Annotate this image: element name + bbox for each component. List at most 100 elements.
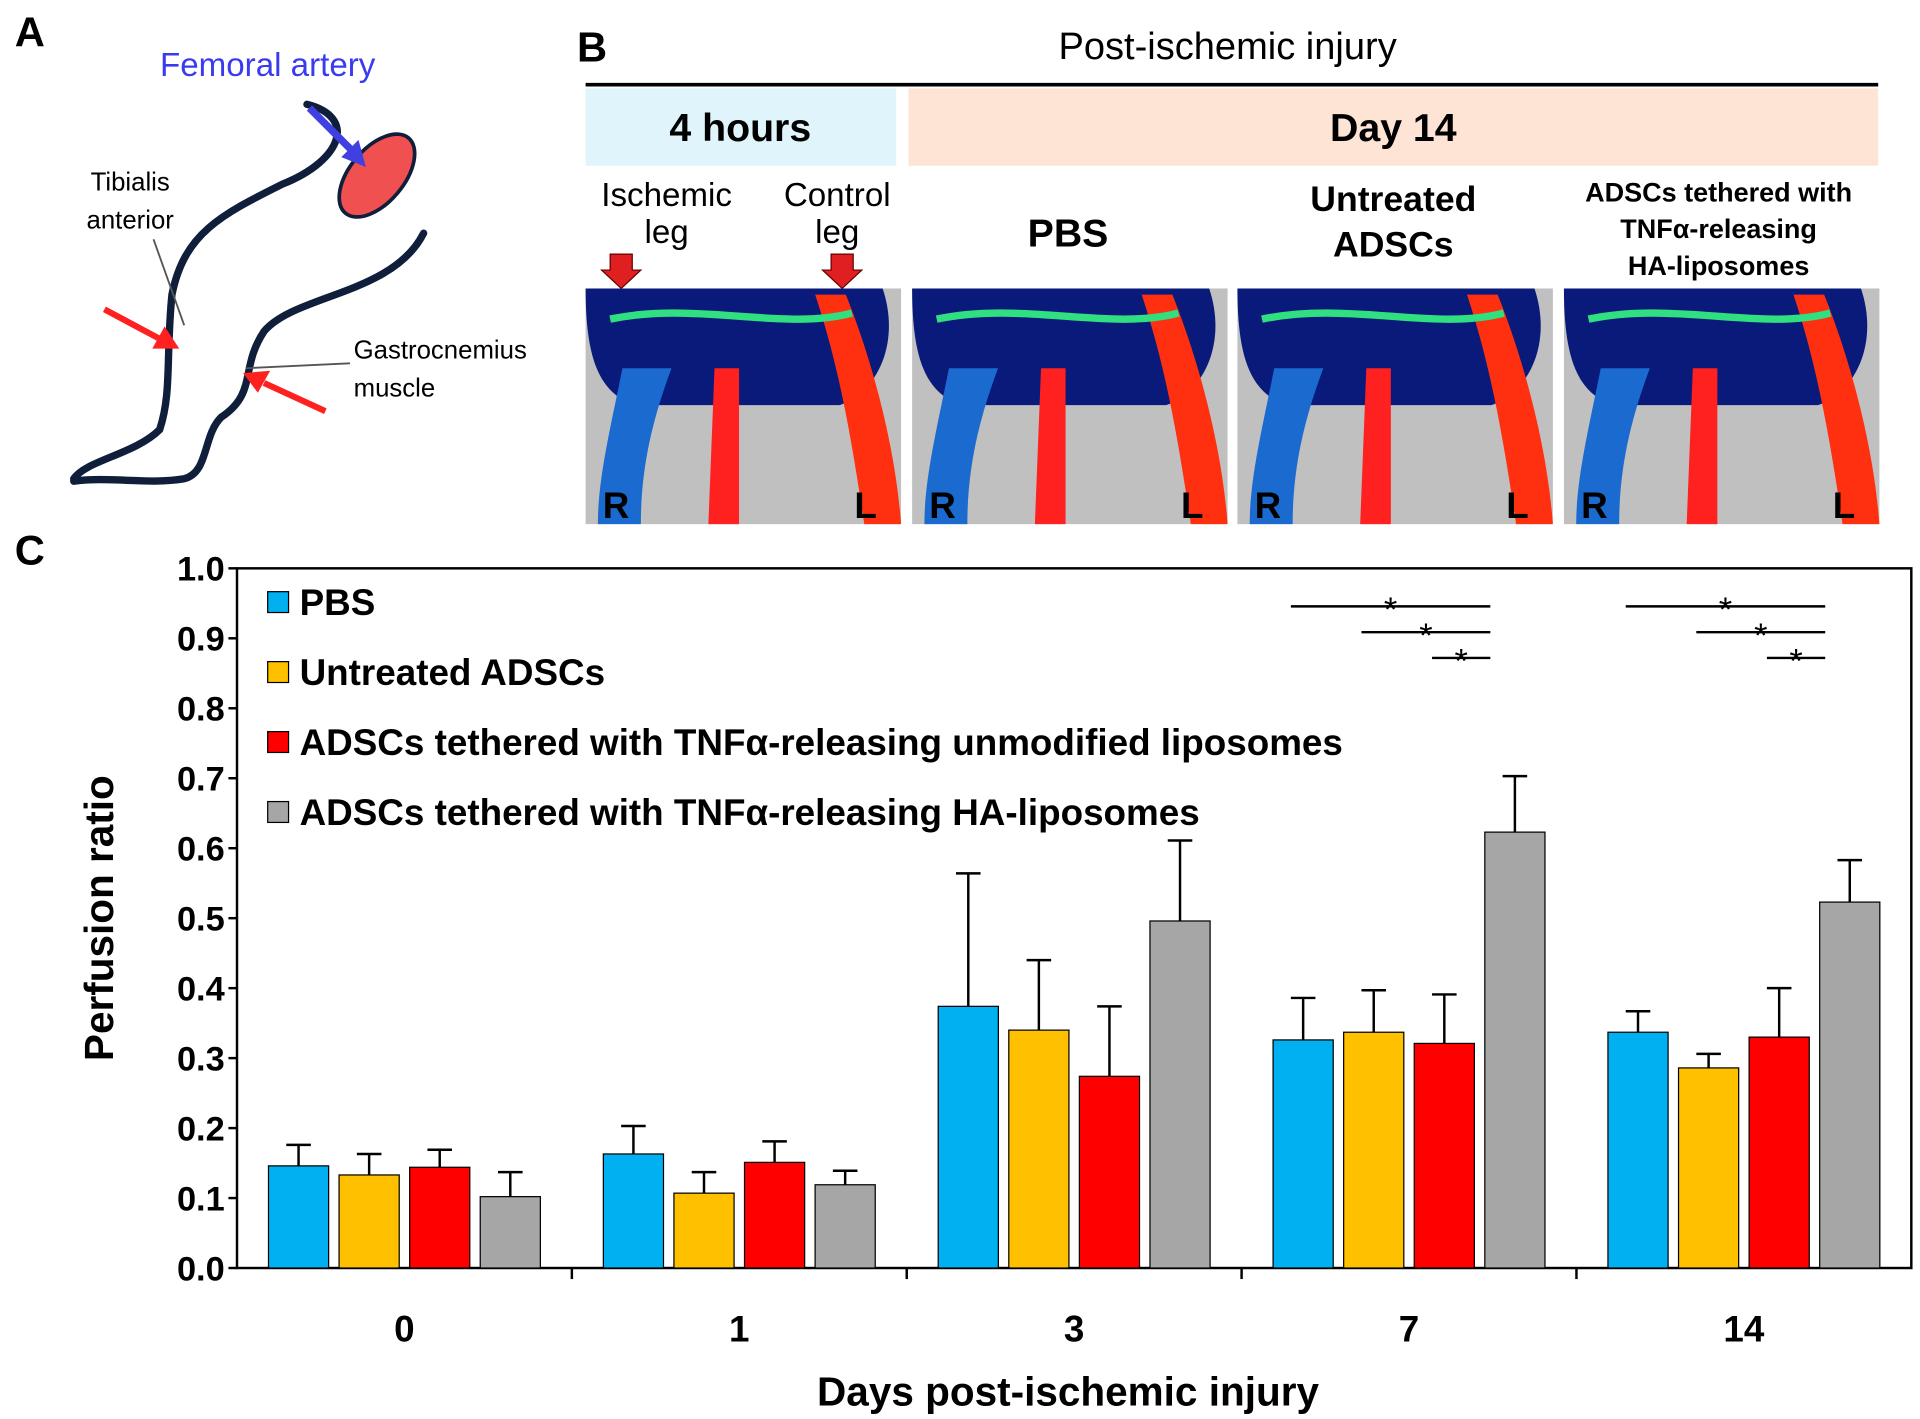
arrow xyxy=(102,306,162,342)
bar xyxy=(814,1184,876,1269)
side-label: R xyxy=(929,485,956,526)
x-tick-label: 14 xyxy=(1723,1309,1764,1350)
bar xyxy=(267,1165,330,1269)
panel-label: A xyxy=(15,9,45,56)
timepoint-box xyxy=(585,88,897,166)
arrowhead xyxy=(152,326,180,349)
side-label: L xyxy=(1833,485,1856,526)
bar xyxy=(479,1196,541,1269)
y-tick-label: 0.0 xyxy=(177,1250,225,1288)
side-label: L xyxy=(1506,485,1529,526)
leg-right xyxy=(1466,294,1553,525)
bar xyxy=(1748,1036,1810,1269)
bar xyxy=(1677,1067,1740,1269)
bar xyxy=(673,1192,735,1269)
x-tick-label: 7 xyxy=(1399,1309,1419,1350)
x-tick-label: 0 xyxy=(394,1309,414,1350)
panel-title: Post-ischemic injury xyxy=(1058,26,1396,68)
leg-outline xyxy=(70,100,341,483)
bar xyxy=(1149,920,1211,1269)
bar xyxy=(743,1161,806,1269)
y-tick-label: 0.4 xyxy=(177,970,225,1008)
muscle-label: muscle xyxy=(354,374,436,402)
leg-label: leg xyxy=(645,214,689,251)
perfusion-band xyxy=(1261,309,1505,323)
significance-label: * xyxy=(1384,591,1397,629)
perfusion-image xyxy=(1237,288,1553,525)
perfusion-band xyxy=(609,309,853,323)
y-tick-label: 0.1 xyxy=(177,1180,225,1218)
y-tick-label: 1.0 xyxy=(177,551,225,589)
bar xyxy=(338,1174,400,1269)
artery-arrow xyxy=(306,105,359,158)
x-tick-label: 3 xyxy=(1064,1309,1084,1350)
legend-swatch xyxy=(267,591,290,614)
group-label: ADSCs xyxy=(1333,225,1454,265)
y-tick-label: 0.2 xyxy=(177,1110,225,1148)
panel-label: C xyxy=(15,527,45,574)
bar xyxy=(1343,1031,1405,1269)
y-tick-label: 0.8 xyxy=(177,691,225,729)
leg-right xyxy=(815,294,902,525)
leg-right xyxy=(1141,294,1228,525)
leg-label: leg xyxy=(815,214,859,251)
pointer-line xyxy=(152,239,186,326)
muscle-label: Gastrocnemius xyxy=(354,336,527,364)
side-label: R xyxy=(1581,485,1608,526)
legend-swatch xyxy=(267,800,290,824)
significance-label: * xyxy=(1455,643,1468,681)
bar xyxy=(1819,901,1881,1269)
bar xyxy=(1078,1075,1141,1269)
perfusion-image xyxy=(912,288,1228,525)
leg-left xyxy=(924,368,999,525)
significance-label: * xyxy=(1789,643,1802,681)
significance-label: * xyxy=(1419,617,1432,655)
leg-left xyxy=(1249,368,1324,525)
leg-outline xyxy=(70,229,428,485)
timepoint-box xyxy=(908,88,1879,166)
group-label: HA-liposomes xyxy=(1628,251,1810,281)
legend-label: ADSCs tethered with TNFα-releasing HA-li… xyxy=(300,792,1200,833)
leg-center xyxy=(1034,368,1066,525)
bar xyxy=(409,1166,471,1269)
perfusion-image xyxy=(1563,288,1880,525)
perfusion-band xyxy=(935,309,1180,323)
bar xyxy=(1413,1042,1476,1269)
side-label: L xyxy=(1181,485,1204,526)
y-tick-label: 0.6 xyxy=(177,830,225,868)
leg-center xyxy=(1360,368,1391,525)
side-label: R xyxy=(603,485,630,526)
x-tick-label: 1 xyxy=(729,1309,749,1350)
y-tick-label: 0.7 xyxy=(177,761,225,799)
leg-label: Ischemic xyxy=(601,177,732,214)
muscle-label: Tibialis xyxy=(91,168,170,196)
leg-right xyxy=(1793,294,1880,525)
bar xyxy=(1008,1029,1070,1269)
legend-swatch xyxy=(267,661,290,684)
artery-label: Femoral artery xyxy=(160,47,376,84)
leg-arrow xyxy=(600,253,643,290)
bar xyxy=(1484,831,1546,1269)
leg-left xyxy=(597,368,672,525)
legend-label: ADSCs tethered with TNFα-releasing unmod… xyxy=(300,722,1343,763)
significance-label: * xyxy=(1719,591,1732,629)
arrow xyxy=(262,380,327,415)
leg-label: Control xyxy=(784,177,891,214)
side-label: L xyxy=(854,485,877,526)
y-tick-label: 0.3 xyxy=(177,1040,225,1078)
x-axis-title: Days post-ischemic injury xyxy=(817,1368,1319,1414)
bar xyxy=(1607,1031,1669,1269)
bar xyxy=(1272,1039,1334,1269)
legend-swatch xyxy=(267,730,290,754)
group-label: PBS xyxy=(1028,212,1109,256)
y-tick-label: 0.5 xyxy=(177,900,225,938)
panel-label: B xyxy=(577,23,607,70)
y-tick-label: 0.9 xyxy=(177,621,225,659)
timepoint: Day 14 xyxy=(1330,106,1457,150)
y-axis-title: Perfusion ratio xyxy=(76,775,122,1061)
leg-center xyxy=(1686,368,1718,525)
arrowhead xyxy=(243,370,271,393)
group-label: TNFα-releasing xyxy=(1620,214,1817,244)
